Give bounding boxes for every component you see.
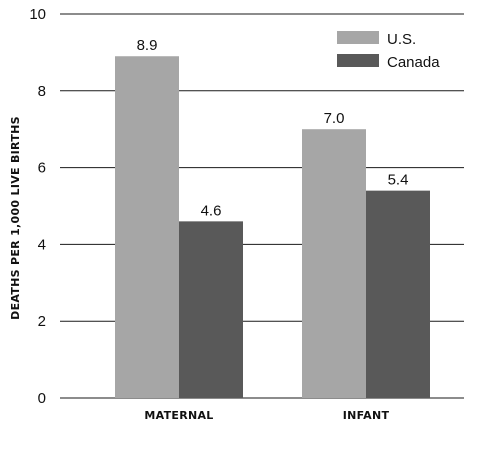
data-labels: 8.9 4.6 7.0 5.4	[137, 37, 409, 219]
data-label: 4.6	[201, 202, 222, 219]
data-label: 7.0	[324, 110, 345, 127]
bar-canada-maternal	[179, 221, 243, 398]
bar-us-maternal	[115, 56, 179, 399]
bar-canada-infant	[366, 190, 430, 398]
y-tick-label: 8	[38, 83, 46, 100]
legend-label-us: U.S.	[387, 31, 416, 48]
y-axis-title: DEATHS PER 1,000 LIVE BIRTHS	[9, 116, 22, 320]
legend: U.S. Canada	[337, 31, 440, 71]
legend-swatch-us	[337, 31, 379, 44]
y-tick-label: 0	[38, 390, 46, 407]
data-label: 8.9	[137, 37, 158, 54]
y-tick-label: 10	[29, 6, 46, 23]
bar-us-infant	[302, 129, 366, 398]
legend-swatch-canada	[337, 54, 379, 67]
data-label: 5.4	[388, 172, 409, 189]
y-tick-label: 4	[38, 236, 46, 253]
y-tick-label: 6	[38, 160, 46, 177]
y-tick-labels: 0 2 4 6 8 10	[29, 6, 46, 407]
x-category-labels: MATERNAL INFANT	[144, 409, 389, 422]
bars	[115, 56, 430, 399]
y-tick-label: 2	[38, 313, 46, 330]
x-category-label-infant: INFANT	[343, 409, 390, 422]
x-category-label-maternal: MATERNAL	[144, 409, 213, 422]
legend-label-canada: Canada	[387, 54, 440, 71]
